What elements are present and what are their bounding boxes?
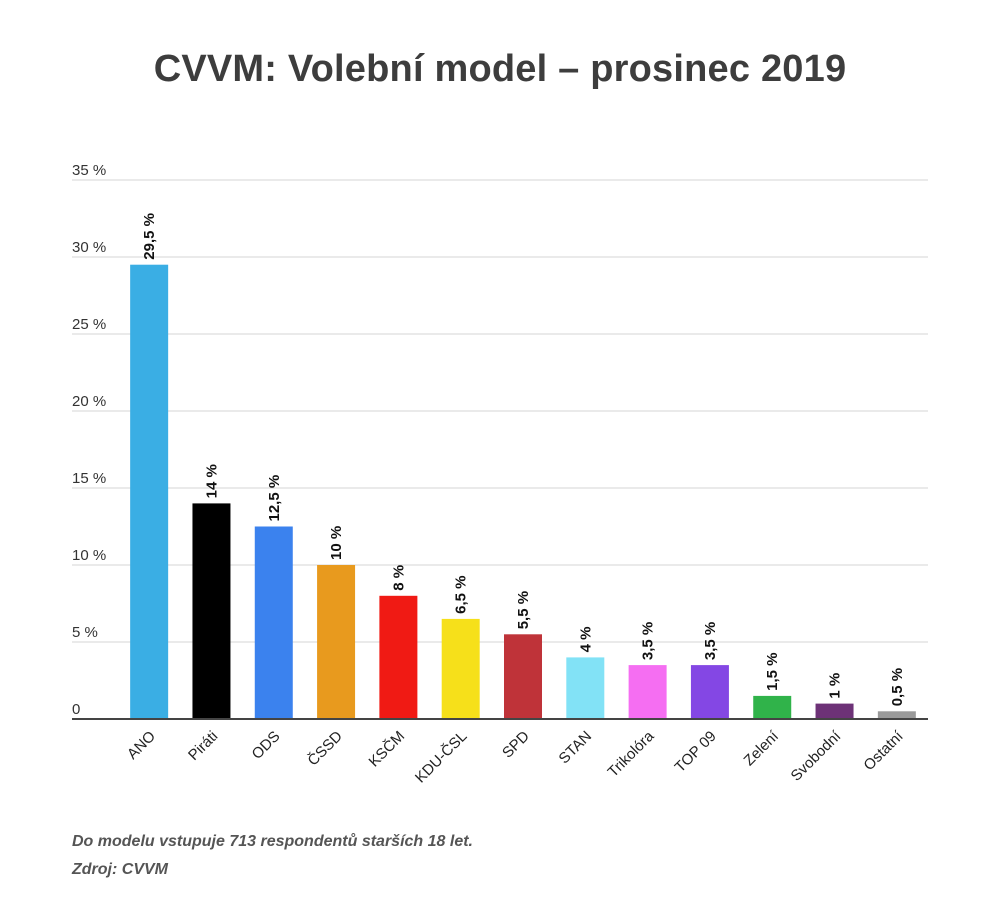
x-tick-label: SPD: [499, 728, 533, 762]
x-tick-label: Trikolóra: [605, 727, 658, 780]
x-tick-label: Piráti: [185, 728, 221, 764]
data-label: 3,5 %: [640, 622, 657, 660]
bar: [441, 618, 480, 719]
bar: [628, 665, 667, 719]
y-tick-label: 25 %: [72, 316, 106, 333]
data-label: 8 %: [390, 565, 407, 591]
bar: [877, 711, 916, 719]
data-labels: 29,5 % 14 % 12,5 % 10 % 8 % 6,5 % 5,5 % 4 % 3,5 …: [141, 213, 906, 706]
data-label: 1 %: [827, 673, 844, 699]
x-tick-label: TOP 09: [672, 728, 720, 776]
footnote: Do modelu vstupuje 713 respondentů starš…: [72, 833, 473, 850]
y-tick-label: 5 %: [72, 624, 98, 641]
y-axis-ticks: 0 5 % 10 % 15 % 20 % 25 % 30 % 35 %: [72, 162, 106, 718]
data-label: 5,5 %: [515, 591, 532, 629]
data-label: 0,5 %: [889, 668, 906, 706]
bar: [192, 503, 231, 719]
x-tick-label: KSČM: [366, 728, 409, 771]
y-tick-label: 30 %: [72, 239, 106, 256]
source-note: Zdroj: CVVM: [72, 861, 168, 878]
data-label: 12,5 %: [266, 475, 283, 522]
chart-title: CVVM: Volební model – prosinec 2019: [153, 48, 847, 90]
data-label: 6,5 %: [453, 576, 470, 614]
y-tick-label: 35 %: [72, 162, 106, 179]
x-tick-label: ODS: [249, 728, 284, 763]
x-tick-label: ČSSD: [304, 728, 346, 770]
data-label: 14 %: [203, 464, 220, 498]
bar: [504, 634, 542, 719]
x-tick-label: Ostatní: [860, 727, 907, 774]
data-label: 10 %: [328, 526, 345, 560]
x-tick-label: Zelení: [741, 727, 783, 769]
data-label: 1,5 %: [764, 653, 781, 691]
bars: [130, 264, 916, 719]
bar: [317, 565, 356, 719]
bar: [690, 665, 729, 719]
y-tick-label: 20 %: [72, 393, 106, 410]
bar: [379, 595, 418, 719]
bar: [254, 526, 293, 719]
bar: [753, 695, 792, 719]
bar: [130, 264, 169, 719]
y-tick-label: 0: [72, 701, 80, 718]
bar: [815, 703, 854, 719]
x-axis-ticks: ANO Piráti ODS ČSSD KSČM KDU-ČSL SPD STAN Trikol…: [124, 727, 907, 786]
x-tick-label: STAN: [556, 728, 596, 768]
x-tick-label: Svobodní: [788, 727, 845, 784]
x-tick-label: ANO: [124, 728, 159, 763]
y-tick-label: 10 %: [72, 547, 106, 564]
data-label: 29,5 %: [141, 213, 158, 260]
data-label: 3,5 %: [702, 622, 719, 660]
data-label: 4 %: [577, 627, 594, 653]
x-tick-label: KDU-ČSL: [412, 728, 471, 787]
bar: [566, 657, 605, 719]
y-tick-label: 15 %: [72, 470, 106, 487]
